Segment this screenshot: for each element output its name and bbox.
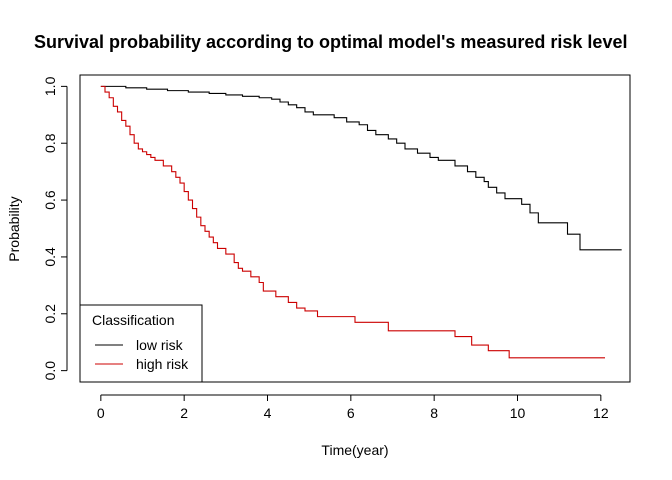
x-tick-label: 10 (510, 405, 526, 421)
y-tick-label: 0.0 (42, 361, 58, 381)
series-line-high-risk (100, 85, 605, 359)
legend-label-low-risk: low risk (136, 337, 184, 353)
x-tick-label: 2 (180, 405, 188, 421)
y-axis-label: Probability (6, 196, 22, 261)
y-tick-label: 0.4 (42, 247, 58, 267)
series-layer (100, 85, 622, 359)
legend-box (79, 304, 203, 383)
x-tick-label: 6 (347, 405, 355, 421)
x-axis: 0 2 4 6 8 10 12 (97, 394, 609, 421)
legend-label-high-risk: high risk (136, 356, 189, 372)
x-tick-label: 12 (593, 405, 609, 421)
chart-title: Survival probability according to optima… (34, 32, 627, 52)
x-axis-label: Time(year) (321, 442, 388, 458)
y-tick-label: 0.2 (42, 304, 58, 324)
y-axis: 0.0 0.2 0.4 0.6 0.8 1.0 (42, 76, 68, 381)
y-tick-label: 0.6 (42, 190, 58, 210)
x-tick-label: 8 (430, 405, 438, 421)
legend-title: Classification (92, 312, 174, 328)
plot-frame (79, 74, 631, 383)
x-tick-label: 4 (264, 405, 272, 421)
y-tick-label: 1.0 (42, 76, 58, 96)
series-line-low-risk (100, 85, 622, 251)
y-tick-label: 0.8 (42, 133, 58, 153)
legend: Classification low risk high risk (79, 304, 203, 383)
x-tick-label: 0 (97, 405, 105, 421)
